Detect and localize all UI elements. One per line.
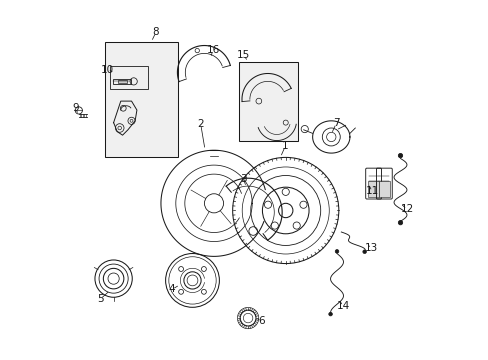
Text: 6: 6 xyxy=(258,316,264,325)
Circle shape xyxy=(398,221,402,225)
Bar xyxy=(239,62,298,140)
Text: 12: 12 xyxy=(400,204,413,215)
Circle shape xyxy=(398,153,402,158)
Text: 9: 9 xyxy=(72,103,79,113)
Text: 1: 1 xyxy=(282,141,288,151)
Bar xyxy=(367,181,379,197)
Bar xyxy=(118,80,127,83)
Text: 4: 4 xyxy=(168,284,175,294)
Circle shape xyxy=(328,312,332,316)
Circle shape xyxy=(362,250,366,253)
Text: 2: 2 xyxy=(197,120,203,129)
Circle shape xyxy=(335,249,338,253)
Bar xyxy=(104,42,178,157)
Text: 3: 3 xyxy=(240,174,246,184)
Text: 5: 5 xyxy=(97,294,103,304)
Bar xyxy=(110,66,147,89)
Text: 11: 11 xyxy=(365,186,378,197)
Text: 14: 14 xyxy=(336,301,349,311)
Bar xyxy=(378,181,389,197)
Text: 16: 16 xyxy=(206,45,219,55)
Text: 8: 8 xyxy=(152,27,159,37)
Text: 13: 13 xyxy=(365,243,378,253)
Text: 7: 7 xyxy=(332,118,339,128)
Text: 10: 10 xyxy=(101,64,114,75)
Bar xyxy=(113,78,131,84)
Text: 15: 15 xyxy=(237,50,250,60)
